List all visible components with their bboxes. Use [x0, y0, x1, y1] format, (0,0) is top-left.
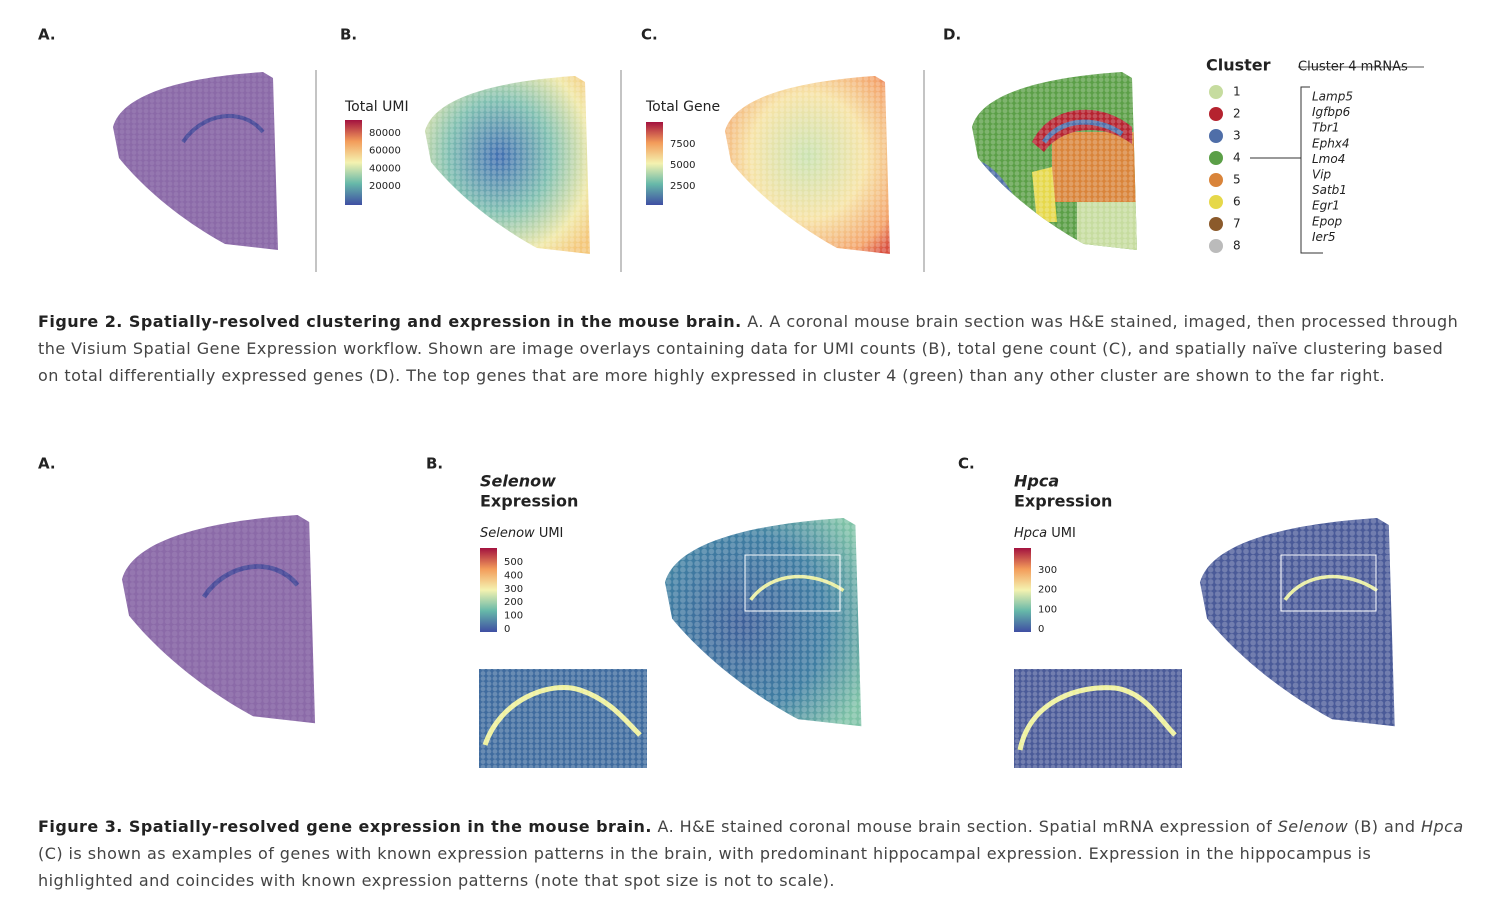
figure2-caption: Figure 2. Spatially-resolved clustering … — [38, 308, 1468, 389]
panel-label: B. — [426, 455, 443, 473]
caption-bold: Figure 3. Spatially-resolved gene expres… — [38, 817, 652, 836]
gene-item: Lamp5 — [1312, 90, 1353, 104]
panel-label: C. — [641, 26, 658, 44]
colorbar-title: Selenow UMI — [480, 526, 563, 541]
cluster-map — [972, 72, 1137, 250]
colorbar-tick: 5000 — [670, 160, 695, 171]
colorbar — [1014, 548, 1031, 632]
legend-label: 1 — [1233, 85, 1241, 99]
colorbar-title: Total UMI — [344, 99, 409, 115]
caption-gene: Hpca — [1421, 817, 1464, 836]
legend-label: 6 — [1233, 195, 1241, 209]
bracket — [1250, 86, 1323, 254]
legend-swatch — [1209, 195, 1223, 209]
colorbar — [480, 548, 497, 632]
figure3-caption: Figure 3. Spatially-resolved gene expres… — [38, 813, 1468, 894]
gene-name: Selenow — [480, 526, 535, 541]
legend-label: 4 — [1233, 151, 1241, 165]
caption-bold: Figure 2. Spatially-resolved clustering … — [38, 312, 742, 331]
colorbar-tick: 300 — [504, 584, 523, 595]
legend-swatch — [1209, 151, 1223, 165]
legend-title: Cluster — [1206, 56, 1271, 75]
colorbar-tick: 100 — [1038, 604, 1057, 615]
legend-label: 8 — [1233, 239, 1241, 253]
colorbar-tick: 40000 — [369, 163, 401, 174]
genes-title: Cluster 4 mRNAs — [1298, 60, 1408, 75]
colorbar-tick: 60000 — [369, 146, 401, 157]
gene-item: Epop — [1312, 214, 1343, 228]
colorbar-tick: 0 — [504, 624, 510, 635]
colorbar-tick: 500 — [504, 557, 523, 568]
panel-label: A. — [38, 26, 56, 44]
gene-name: Selenow — [480, 472, 556, 491]
colorbar — [646, 122, 663, 205]
gene-item: Tbr1 — [1312, 121, 1340, 135]
legend-swatch — [1209, 217, 1223, 231]
gene-name: Hpca — [1014, 526, 1047, 541]
gene-item: Egr1 — [1312, 199, 1340, 213]
panel-label: A. — [38, 455, 56, 473]
legend-swatch — [1209, 173, 1223, 187]
he-image — [122, 515, 316, 724]
inset-box — [744, 554, 841, 612]
selenow-map — [665, 518, 862, 727]
colorbar-tick: 100 — [504, 611, 523, 622]
caption-text: A. A coronal mouse brain section was H&E… — [38, 312, 1459, 385]
panel-label: B. — [340, 26, 357, 44]
gene-item: Lmo4 — [1312, 152, 1345, 166]
caption-text: (B) and — [1348, 817, 1422, 836]
colorbar-title: Total Gene — [645, 99, 720, 115]
gene-item: Ier5 — [1312, 230, 1336, 244]
legend-label: 3 — [1233, 129, 1241, 143]
colorbar-tick: 200 — [1038, 585, 1057, 596]
panel-label: D. — [943, 26, 961, 44]
he-image — [113, 72, 278, 250]
legend-label: 7 — [1233, 217, 1241, 231]
legend-swatch — [1209, 129, 1223, 143]
colorbar-tick: 400 — [504, 570, 523, 581]
gene-name: Hpca — [1014, 472, 1059, 491]
legend-label: 2 — [1233, 107, 1241, 121]
caption-text: (C) is shown as examples of genes with k… — [38, 844, 1372, 890]
colorbar-tick: 7500 — [670, 139, 695, 150]
legend-swatch — [1209, 239, 1223, 253]
hpca-inset — [1014, 669, 1182, 768]
legend-swatch — [1209, 107, 1223, 121]
inset-box — [1280, 554, 1377, 612]
legend-label: 5 — [1233, 173, 1241, 187]
heading: Expression — [480, 492, 578, 511]
legend-swatch — [1209, 85, 1223, 99]
colorbar — [345, 120, 362, 205]
figure3-art — [122, 515, 1395, 768]
gene-item: Satb1 — [1312, 183, 1347, 197]
unit: UMI — [1051, 526, 1076, 541]
colorbar-tick: 80000 — [369, 128, 401, 139]
colorbar-tick: 0 — [1038, 624, 1044, 635]
colorbar-tick: 300 — [1038, 565, 1057, 576]
gene-item: Vip — [1312, 168, 1332, 182]
caption-gene: Selenow — [1277, 817, 1349, 836]
panel-label: C. — [958, 455, 975, 473]
selenow-inset — [479, 669, 647, 768]
figure2-art — [113, 66, 1424, 272]
colorbar-tick: 20000 — [369, 181, 401, 192]
gene-map — [725, 76, 890, 254]
gene-item: Igfbp6 — [1312, 105, 1351, 119]
hpca-map — [1200, 518, 1395, 727]
caption-text: A. H&E stained coronal mouse brain secti… — [657, 817, 1278, 836]
colorbar-title: Hpca UMI — [1014, 526, 1076, 541]
unit: UMI — [539, 526, 564, 541]
heading: Expression — [1014, 492, 1112, 511]
colorbar-tick: 2500 — [670, 181, 695, 192]
umi-map — [425, 76, 590, 254]
colorbar-tick: 200 — [504, 597, 523, 608]
gene-item: Ephx4 — [1312, 136, 1350, 150]
